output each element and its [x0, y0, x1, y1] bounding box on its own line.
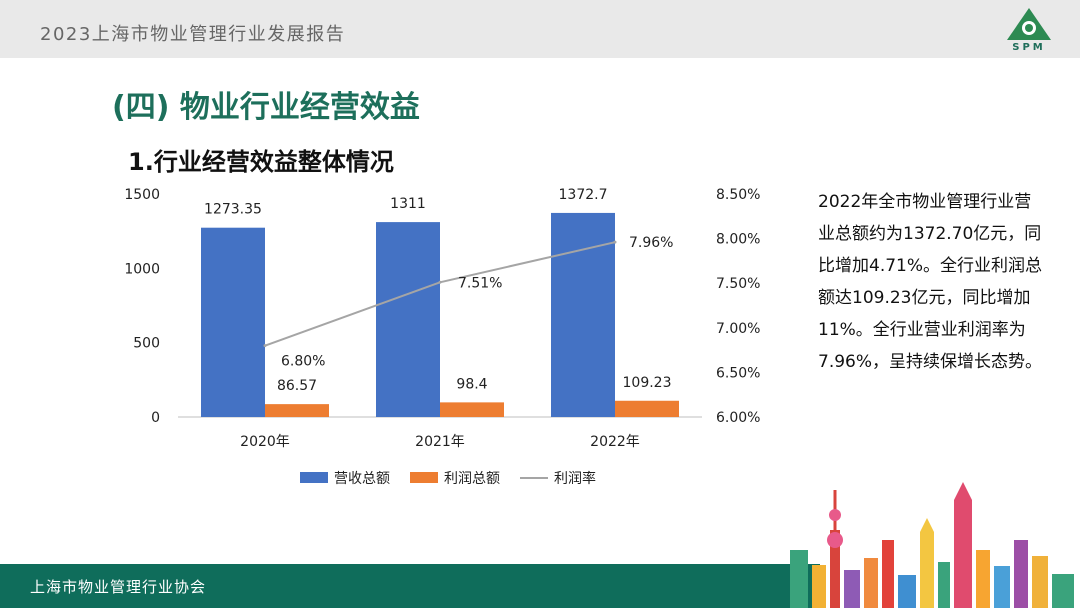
legend-label: 营收总额	[334, 471, 390, 487]
margin-data-label: 6.80%	[281, 354, 325, 370]
header-bar: 2023上海市物业管理行业发展报告 SPM	[0, 0, 1080, 58]
margin-data-label: 7.96%	[629, 235, 673, 251]
revenue-profit-chart: 0 500 1000 1500 6.00% 6.50% 7.00% 7.50% 8.00% 8.…	[124, 187, 760, 487]
footer-bar: 上海市物业管理行业协会	[0, 564, 820, 608]
revenue-data-label: 1273.35	[204, 202, 262, 218]
summary-text: 2022年全市物业管理行业营业总额约为1372.70亿元，同比增加4.71%。全…	[818, 192, 1043, 372]
left-axis-tick-label: 1000	[124, 261, 160, 277]
data-labels: 1273.35 86.57 1311 98.4 1372.7 109.23 6.80% 7.5…	[204, 187, 673, 394]
revenue-data-label: 1372.7	[559, 187, 608, 203]
profit-data-label: 86.57	[277, 378, 317, 394]
chart-heading: 1.行业经营效益整体情况	[128, 148, 394, 176]
left-axis-ticks: 0 500 1000 1500	[124, 187, 160, 426]
bar-series	[201, 212, 679, 417]
left-axis-tick-label: 500	[133, 336, 160, 352]
margin-data-label: 7.51%	[458, 275, 502, 291]
profit-data-label: 98.4	[456, 376, 487, 392]
section-title: (四) 物业行业经营效益	[112, 90, 420, 125]
report-title: 2023上海市物业管理行业发展报告	[40, 24, 346, 45]
legend-swatch	[300, 472, 328, 483]
x-axis-tick-label: 2021年	[415, 434, 465, 450]
spm-logo-icon	[1007, 8, 1051, 40]
profit-bar	[615, 400, 679, 417]
city-skyline-illustration	[790, 482, 1074, 608]
revenue-bar	[201, 227, 265, 417]
legend-label: 利润总额	[444, 471, 500, 487]
legend-label: 利润率	[554, 470, 596, 487]
x-axis-tick-label: 2020年	[240, 434, 290, 450]
footer-org: 上海市物业管理行业协会	[30, 578, 207, 596]
spm-logo: SPM	[1001, 6, 1057, 58]
profit-margin-point	[263, 344, 267, 348]
chart-legend: 营收总额 利润总额 利润率	[300, 470, 596, 487]
line-series	[263, 240, 617, 348]
right-axis-tick-label: 7.50%	[716, 276, 760, 292]
right-axis-tick-label: 8.00%	[716, 232, 760, 248]
right-axis-tick-label: 6.00%	[716, 410, 760, 426]
legend-swatch	[410, 472, 438, 483]
right-axis-tick-label: 8.50%	[716, 187, 760, 203]
left-axis-tick-label: 0	[151, 410, 160, 426]
profit-margin-point	[613, 240, 617, 244]
revenue-bar	[551, 212, 615, 417]
revenue-data-label: 1311	[390, 196, 426, 212]
profit-data-label: 109.23	[623, 375, 672, 391]
logo-text: SPM	[1012, 42, 1046, 53]
right-axis-ticks: 6.00% 6.50% 7.00% 7.50% 8.00% 8.50%	[716, 187, 760, 426]
right-axis-tick-label: 6.50%	[716, 365, 760, 381]
profit-bar	[265, 404, 329, 417]
x-axis-ticks: 2020年 2021年 2022年	[240, 434, 640, 450]
x-axis-tick-label: 2022年	[590, 434, 640, 450]
left-axis-tick-label: 1500	[124, 187, 160, 203]
profit-margin-point	[438, 280, 442, 284]
revenue-bar	[376, 222, 440, 417]
right-axis-tick-label: 7.00%	[716, 321, 760, 337]
profit-bar	[440, 402, 504, 417]
